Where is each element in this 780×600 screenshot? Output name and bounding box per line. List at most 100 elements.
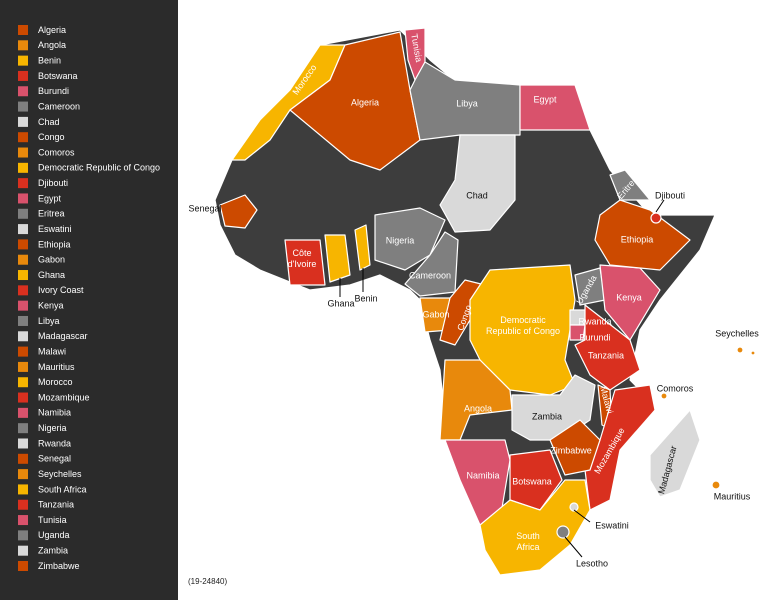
legend-swatch <box>18 193 28 204</box>
country <box>574 304 641 391</box>
legend-label: Mozambique <box>38 392 90 402</box>
legend-swatch <box>18 132 28 143</box>
country <box>289 31 421 171</box>
legend-label: Kenya <box>38 301 64 311</box>
country <box>549 419 601 476</box>
country <box>649 409 701 498</box>
country-label: d'Ivoire <box>288 259 317 269</box>
legend-label: Eritrea <box>38 209 65 219</box>
legend-label: Djibouti <box>38 178 68 188</box>
legend-swatch <box>18 377 28 388</box>
legend-label: Burundi <box>38 86 69 96</box>
leader-line <box>573 509 591 523</box>
legend-swatch <box>18 101 28 112</box>
country-label: Mauritius <box>714 491 751 501</box>
country-label: Côte <box>292 248 311 258</box>
legend-swatch <box>18 178 28 189</box>
country <box>324 234 351 283</box>
legend-label: Mauritius <box>38 362 75 372</box>
legend-swatch <box>18 162 28 173</box>
legend-swatch <box>18 515 28 526</box>
legend-label: Comoros <box>38 147 75 157</box>
country <box>519 84 591 131</box>
legend-swatch <box>18 116 28 127</box>
legend-swatch <box>18 40 28 51</box>
legend-swatch <box>18 561 28 571</box>
country-label: Lesotho <box>576 558 608 568</box>
legend-swatch <box>18 285 28 296</box>
legend-label: Congo <box>38 132 65 142</box>
legend-label: Chad <box>38 117 60 127</box>
legend-swatch <box>18 147 28 158</box>
country <box>660 392 668 400</box>
legend-swatch <box>18 270 28 281</box>
country-label: Botswana <box>512 476 552 486</box>
legend-label: Seychelles <box>38 469 82 479</box>
legend-label: Tanzania <box>38 500 74 510</box>
country <box>569 502 579 512</box>
country <box>354 224 371 271</box>
country-label: Comoros <box>657 383 694 393</box>
country <box>439 134 516 233</box>
legend-label: Botswana <box>38 71 78 81</box>
leader-lines <box>339 199 665 558</box>
country <box>439 359 513 441</box>
country-label: Djibouti <box>655 190 685 200</box>
legend-swatch <box>18 315 28 326</box>
legend-swatch <box>18 224 28 235</box>
legend-label: Zimbabwe <box>38 561 80 571</box>
legend-label: Democratic Republic of Congo <box>38 163 160 173</box>
country <box>609 169 651 201</box>
legend-label: Zambia <box>38 546 68 556</box>
country-label: Burundi <box>579 332 610 342</box>
country-label: Senegal <box>188 203 221 213</box>
legend-label: Gabon <box>38 255 65 265</box>
legend-label: Ivory Coast <box>38 285 84 295</box>
country <box>569 324 586 341</box>
africa-map <box>214 27 756 576</box>
legend-label: Tunisia <box>38 515 67 525</box>
legend-swatch <box>18 392 28 403</box>
country <box>479 479 591 576</box>
country-label: Zambia <box>532 411 562 421</box>
country <box>736 346 744 354</box>
legend-panel <box>0 0 178 600</box>
legend-swatch <box>18 70 28 81</box>
country-label: Republic of Congo <box>486 326 560 336</box>
leader-line <box>564 536 583 558</box>
leader-line <box>655 199 665 213</box>
legend-swatch <box>18 208 28 219</box>
legend-label: Senegal <box>38 454 71 464</box>
legend-label: Ethiopia <box>38 239 71 249</box>
country-label: Angola <box>464 403 492 413</box>
legend-swatch <box>18 407 28 418</box>
legend-swatch <box>18 86 28 97</box>
country <box>219 194 258 229</box>
legend-swatch <box>18 484 28 495</box>
country-label: Ethiopia <box>621 234 654 244</box>
legend-label: Benin <box>38 56 61 66</box>
country <box>556 525 570 539</box>
country-label: Cameroon <box>409 270 451 280</box>
legend-label: South Africa <box>38 484 87 494</box>
country <box>594 199 691 271</box>
country <box>750 350 756 356</box>
country-label: Kenya <box>616 292 642 302</box>
country <box>650 212 662 224</box>
legend-swatch <box>18 423 28 434</box>
country-label: Democratic <box>500 315 546 325</box>
country-label: Benin <box>354 293 377 303</box>
legend-swatch <box>18 346 28 357</box>
legend-swatch <box>18 254 28 265</box>
legend-label: Algeria <box>38 25 66 35</box>
legend-label: Libya <box>38 316 60 326</box>
country <box>284 239 326 286</box>
country-label: Libya <box>456 98 478 108</box>
legend-label: Madagascar <box>38 331 88 341</box>
legend-swatch <box>18 499 28 510</box>
legend-label: Rwanda <box>38 438 71 448</box>
legend-label: Nigeria <box>38 423 67 433</box>
country-label: Zimbabwe <box>550 445 592 455</box>
country-label: Gabon <box>422 309 449 319</box>
